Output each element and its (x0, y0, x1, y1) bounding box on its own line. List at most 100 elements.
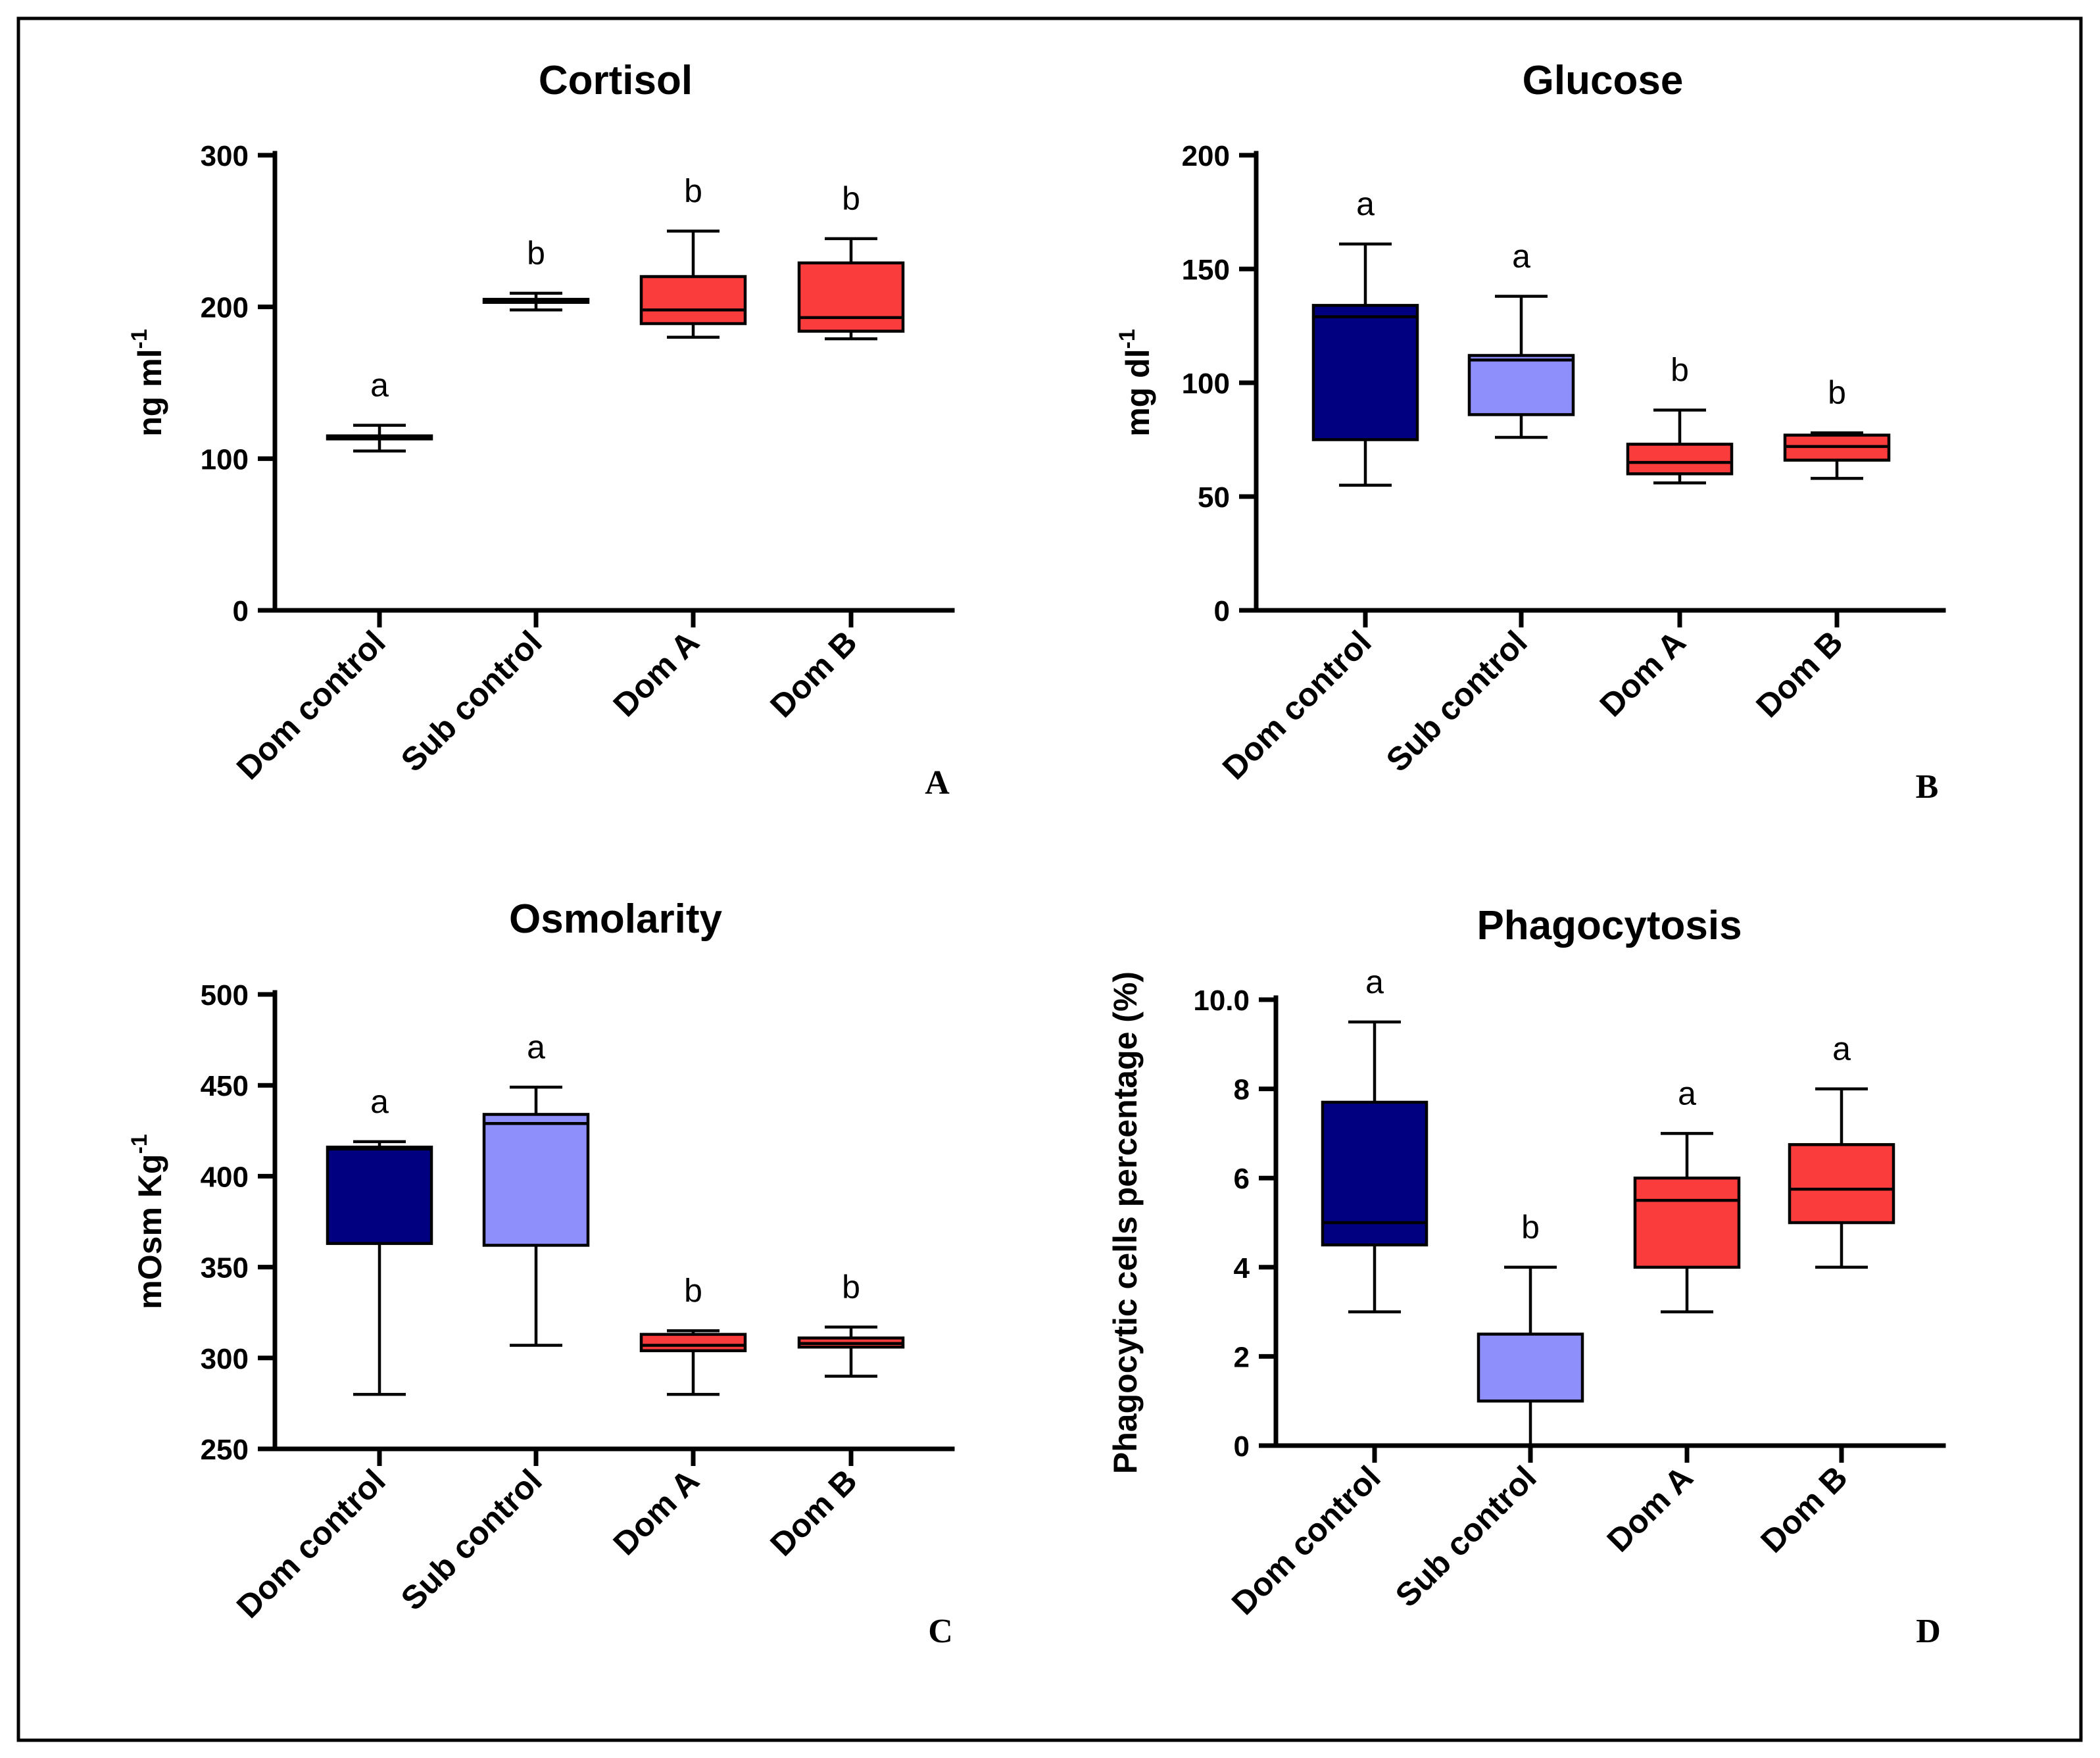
significance-label: a (1365, 964, 1384, 1000)
box-group-dom-b: b Dom B (1749, 374, 1891, 725)
box-group-sub-control: a Sub control (394, 1029, 590, 1617)
x-category-label: Dom B (763, 1462, 864, 1563)
y-tick-label: 450 (201, 1070, 249, 1102)
significance-label: b (1521, 1209, 1540, 1246)
x-category-label: Sub control (1379, 623, 1534, 779)
significance-label: a (370, 1083, 389, 1120)
iqr-box (1311, 304, 1419, 441)
y-axis-label: mg dl-1 (1115, 329, 1156, 437)
x-category-label: Sub control (1388, 1459, 1544, 1614)
chart-cortisol: Cortisol 0 100 200 300 ng ml-1 a Dom control b Su… (127, 58, 955, 802)
panel-letter: D (1916, 1613, 1941, 1650)
x-category-label: Sub control (394, 623, 549, 779)
y-axis-label-superscript: -1 (127, 329, 152, 349)
x-category-label: Dom B (763, 623, 864, 725)
y-axis-label-text: mg dl (1119, 349, 1156, 436)
y-tick-label: 150 (1182, 254, 1230, 286)
y-tick-label: 100 (201, 443, 249, 476)
x-category-label: Dom control (1225, 1459, 1388, 1622)
significance-label: a (1356, 185, 1375, 222)
significance-label: a (527, 1029, 545, 1065)
panel-letter: B (1916, 768, 1939, 806)
iqr-box (1477, 1332, 1584, 1403)
significance-label: b (842, 180, 860, 217)
x-category-label: Dom B (1753, 1459, 1855, 1560)
y-tick-label: 0 (233, 595, 249, 627)
significance-label: b (684, 172, 702, 209)
iqr-box (1633, 1176, 1741, 1269)
significance-label: b (1828, 374, 1846, 411)
x-category-label: Dom control (1215, 623, 1379, 787)
significance-label: b (527, 235, 545, 272)
iqr-box (1626, 443, 1734, 476)
figure-border (16, 16, 2083, 1742)
y-tick-label: 300 (201, 1343, 249, 1375)
box-group-dom-b: a Dom B (1753, 1031, 1895, 1560)
y-axis-label-text: ng ml (132, 349, 168, 436)
x-category-label: Dom control (230, 1462, 393, 1625)
box-group-dom-a: b Dom A (606, 172, 747, 723)
box-group-dom-control: a Dom control (1225, 964, 1428, 1622)
box-group-dom-a: b Dom A (1593, 352, 1734, 723)
y-axis-label-text: Phagocytic cells percentage (%) (1107, 971, 1144, 1474)
y-axis-label-superscript: -1 (1115, 329, 1140, 349)
y-tick-label: 10.0 (1193, 985, 1250, 1017)
y-tick-label: 400 (201, 1161, 249, 1193)
x-category-label: Dom A (606, 623, 706, 723)
chart-osmolarity: Osmolarity 250 300 350 400 450 500 mOsm Kg-1 a Do… (127, 896, 955, 1650)
chart-title: Glucose (1523, 58, 1684, 103)
y-tick-label: 300 (201, 140, 249, 172)
x-category-label: Sub control (394, 1462, 549, 1617)
y-tick-label: 0 (1214, 595, 1230, 627)
iqr-box (639, 1332, 747, 1352)
x-category-label: Dom control (230, 623, 393, 787)
significance-label: b (842, 1269, 860, 1306)
panel-letter: A (925, 764, 950, 802)
y-tick-label: 200 (1182, 140, 1230, 172)
chart-phagocytosis: Phagocytosis 0 2 4 6 8 10.0 Phagocytic cells pe… (1107, 903, 1946, 1650)
y-tick-label: 50 (1198, 481, 1230, 514)
y-tick-label: 100 (1182, 368, 1230, 400)
iqr-box (797, 261, 905, 333)
box-group-dom-control: a Dom control (1215, 185, 1419, 787)
significance-label: a (1832, 1031, 1851, 1067)
x-category-label: Dom A (1593, 623, 1693, 723)
box-group-dom-control: a Dom control (230, 1083, 433, 1625)
y-tick-label: 500 (201, 979, 249, 1012)
box-group-dom-a: a Dom A (1600, 1075, 1741, 1559)
y-tick-label: 2 (1234, 1341, 1250, 1373)
box-group-dom-a: b Dom A (606, 1272, 747, 1562)
y-tick-label: 250 (201, 1434, 249, 1466)
x-category-label: Dom A (606, 1462, 706, 1562)
box-group-dom-control: a Dom control (230, 367, 433, 787)
y-tick-label: 0 (1234, 1430, 1250, 1463)
iqr-box (482, 1113, 590, 1247)
x-category-label: Dom A (1600, 1459, 1700, 1559)
y-tick-label: 4 (1234, 1252, 1250, 1284)
y-axis-label: ng ml-1 (127, 329, 168, 437)
iqr-box (326, 1145, 433, 1245)
y-axis-label: mOsm Kg-1 (127, 1134, 168, 1309)
significance-label: b (684, 1272, 702, 1309)
y-axis-label: Phagocytic cells percentage (%) (1107, 971, 1144, 1474)
chart-glucose: Glucose 0 50 100 150 200 mg dl-1 a Dom control a S… (1115, 58, 1946, 806)
chart-title: Osmolarity (509, 896, 722, 942)
y-tick-label: 6 (1234, 1163, 1250, 1195)
y-tick-label: 8 (1234, 1074, 1250, 1106)
box-group-dom-b: b Dom B (763, 180, 905, 725)
significance-label: b (1671, 352, 1689, 389)
significance-label: a (1512, 238, 1530, 275)
panel-letter: C (928, 1613, 953, 1650)
y-axis-label-text: mOsm Kg (132, 1154, 168, 1309)
y-tick-label: 200 (201, 292, 249, 324)
iqr-box (1788, 1143, 1895, 1225)
chart-title: Phagocytosis (1477, 903, 1742, 948)
box-group-sub-control: b Sub control (394, 235, 590, 779)
iqr-box (1467, 354, 1575, 416)
chart-title: Cortisol (539, 58, 693, 103)
significance-label: a (370, 367, 389, 404)
y-tick-label: 350 (201, 1252, 249, 1284)
box-group-sub-control: b Sub control (1388, 1209, 1584, 1614)
